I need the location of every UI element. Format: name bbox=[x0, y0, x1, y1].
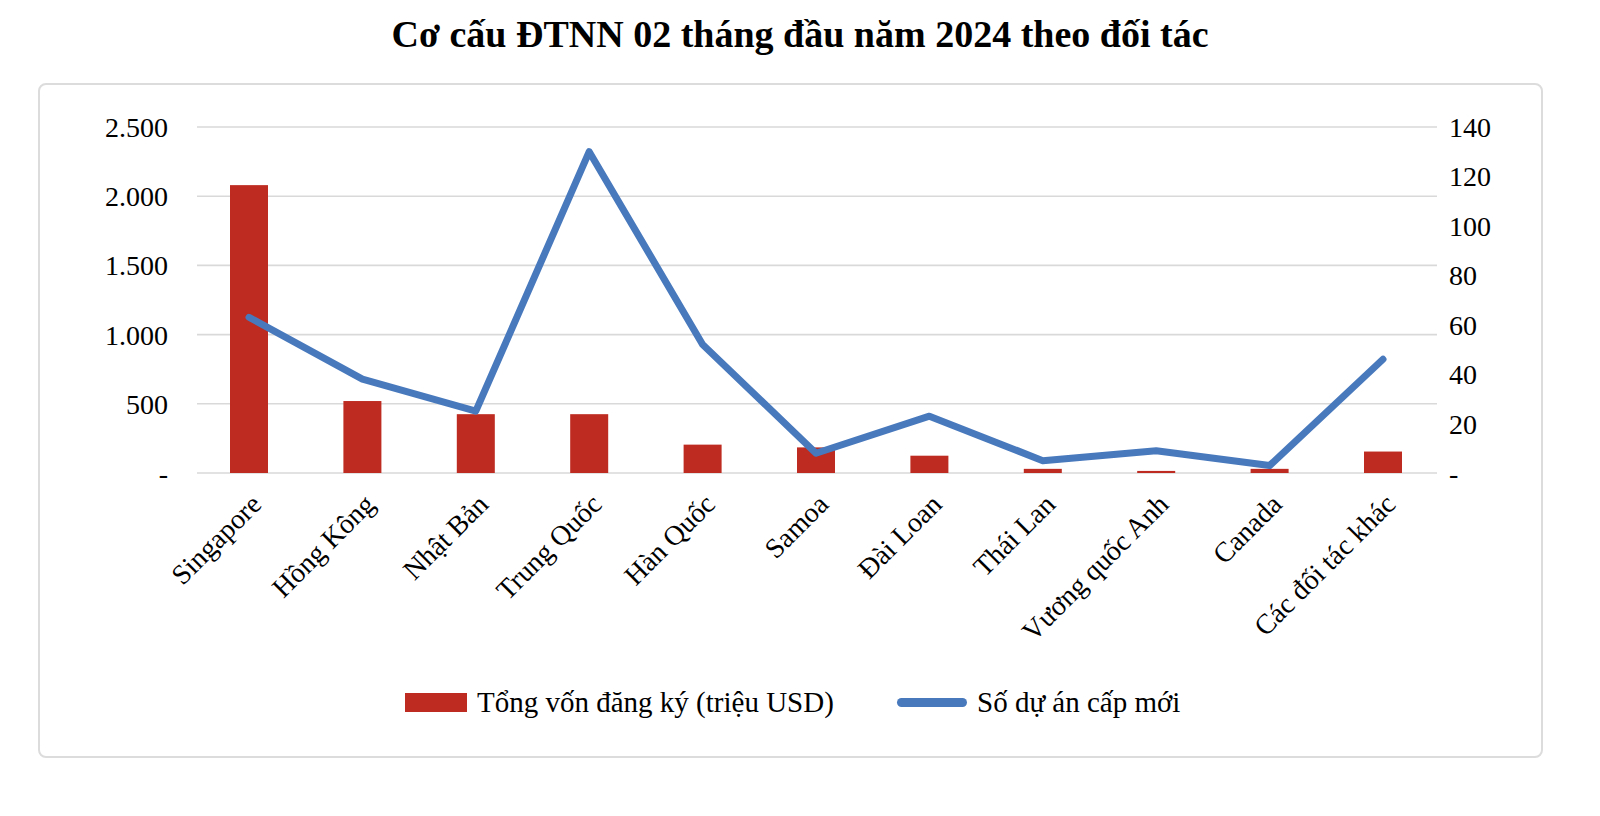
chart-card bbox=[38, 83, 1543, 758]
legend-item-bar: Tổng vốn đăng ký (triệu USD) bbox=[405, 686, 834, 718]
legend-bar-swatch-icon bbox=[405, 693, 467, 712]
legend-line-label: Số dự án cấp mới bbox=[977, 686, 1180, 719]
legend-line-swatch-icon bbox=[897, 698, 967, 707]
legend-item-line: Số dự án cấp mới bbox=[897, 686, 1180, 718]
chart-page: Cơ cấu ĐTNN 02 tháng đầu năm 2024 theo đ… bbox=[0, 0, 1600, 816]
legend-bar-label: Tổng vốn đăng ký (triệu USD) bbox=[477, 686, 834, 719]
chart-title: Cơ cấu ĐTNN 02 tháng đầu năm 2024 theo đ… bbox=[0, 12, 1600, 56]
